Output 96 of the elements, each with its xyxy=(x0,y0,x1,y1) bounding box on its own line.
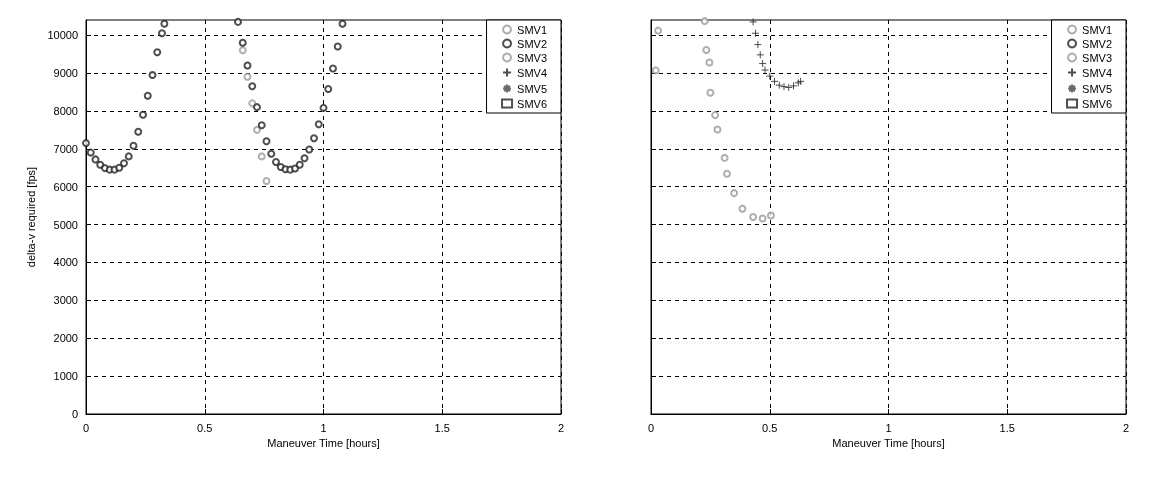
point xyxy=(243,72,252,81)
x-tick-label: 1.5 xyxy=(999,421,1015,434)
point xyxy=(789,81,798,90)
y-tick-label: 10000 xyxy=(47,29,78,42)
point xyxy=(115,163,124,172)
legend-label: SMV6 xyxy=(517,97,548,110)
point xyxy=(272,158,280,167)
y-tick-label: 3000 xyxy=(53,294,78,307)
x-tick-label: 1.5 xyxy=(434,421,450,434)
y-tick-label: 8000 xyxy=(53,104,78,117)
point xyxy=(153,48,162,57)
point xyxy=(319,103,328,112)
point xyxy=(248,82,257,91)
point xyxy=(713,125,722,134)
point xyxy=(784,83,793,92)
point xyxy=(158,29,166,38)
point xyxy=(129,141,138,150)
point xyxy=(753,40,762,49)
point xyxy=(324,84,333,93)
x-axis-title: Maneuver Time [hours] xyxy=(832,437,945,450)
point xyxy=(758,59,767,68)
legend-label: SMV1 xyxy=(1082,23,1113,36)
point xyxy=(654,26,663,35)
x-tick-label: 0 xyxy=(647,421,655,434)
point xyxy=(91,155,100,164)
point xyxy=(749,213,758,221)
x-axis-title: Maneuver Time [hours] xyxy=(267,437,380,450)
point xyxy=(238,46,247,55)
point xyxy=(723,169,731,178)
point xyxy=(711,111,720,120)
point xyxy=(253,125,261,134)
point xyxy=(749,17,758,26)
x-tick-label: 2 xyxy=(1122,421,1130,434)
point xyxy=(160,19,169,28)
point xyxy=(234,17,242,26)
y-tick-label: 7000 xyxy=(53,142,78,155)
x-tick-label: 0.5 xyxy=(197,421,213,434)
point xyxy=(706,88,715,97)
y-tick-label: 0 xyxy=(71,408,78,420)
point xyxy=(262,177,271,186)
point xyxy=(333,42,342,51)
y-tick-label: 9000 xyxy=(53,67,78,80)
point xyxy=(295,160,304,169)
point xyxy=(305,145,314,154)
point xyxy=(253,103,261,112)
point xyxy=(310,134,318,143)
point xyxy=(243,61,252,70)
point xyxy=(651,66,660,75)
point xyxy=(120,159,128,168)
point xyxy=(134,127,143,136)
point xyxy=(338,19,347,28)
y-tick-label: 4000 xyxy=(53,256,78,269)
point xyxy=(758,214,767,223)
y-tick-label: 1000 xyxy=(53,370,78,383)
point xyxy=(705,58,714,67)
point xyxy=(148,70,157,79)
x-tick-label: 0 xyxy=(82,421,90,434)
point xyxy=(314,120,323,129)
point xyxy=(730,189,739,198)
point xyxy=(267,149,276,158)
point xyxy=(756,50,765,59)
y-axis-title: delta-v required [fps] xyxy=(25,166,38,268)
x-tick-label: 1 xyxy=(320,421,327,434)
point xyxy=(702,45,711,54)
point xyxy=(738,204,747,213)
y-tick-label: 5000 xyxy=(53,218,78,231)
legend-label: SMV4 xyxy=(1082,66,1113,79)
y-tick-label: 2000 xyxy=(53,332,78,345)
point xyxy=(700,17,709,26)
point xyxy=(257,152,266,161)
legend-label: SMV3 xyxy=(1082,51,1113,64)
x-tick-label: 0.5 xyxy=(762,421,778,434)
legend-label: SMV3 xyxy=(517,51,548,64)
legend-label: SMV5 xyxy=(1082,82,1113,95)
point xyxy=(720,153,729,162)
point xyxy=(139,110,147,119)
point xyxy=(257,121,266,130)
point xyxy=(86,148,95,157)
point xyxy=(124,152,133,161)
point xyxy=(262,137,271,146)
point xyxy=(766,211,775,220)
point xyxy=(82,139,90,148)
legend-label: SMV1 xyxy=(517,23,548,36)
point xyxy=(300,154,309,163)
y-tick-label: 6000 xyxy=(53,180,78,193)
legend-label: SMV5 xyxy=(517,82,548,95)
legend-label: SMV6 xyxy=(1082,97,1113,110)
point xyxy=(238,38,247,47)
legend-label: SMV2 xyxy=(1082,37,1113,50)
legend-label: SMV4 xyxy=(517,66,548,79)
legend-label: SMV2 xyxy=(517,37,548,50)
point xyxy=(751,29,760,38)
point xyxy=(329,64,337,73)
x-tick-label: 2 xyxy=(557,421,565,434)
x-tick-label: 1 xyxy=(885,421,892,434)
point xyxy=(143,91,152,100)
